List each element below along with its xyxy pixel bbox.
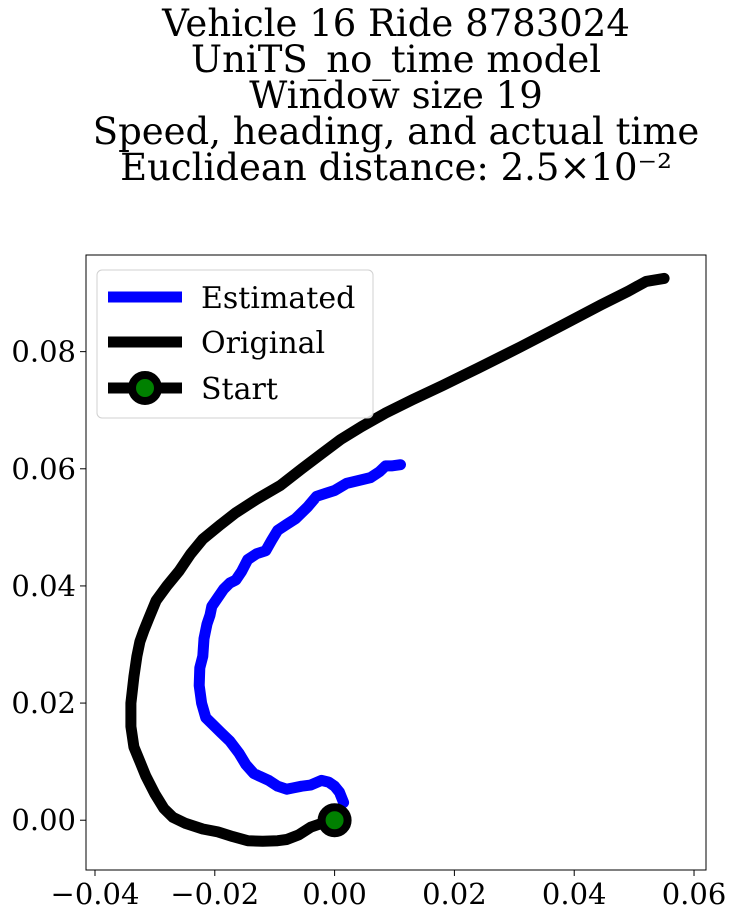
chart-title-line: Vehicle 16 Ride 8783024 (161, 2, 630, 45)
legend-label-estimated: Estimated (201, 281, 355, 316)
y-tick-label: 0.08 (11, 335, 76, 369)
y-tick-label: 0.04 (11, 569, 76, 603)
start-marker (317, 803, 352, 838)
chart-title-line: Euclidean distance: 2.5×10⁻² (120, 146, 672, 189)
chart-title-line: Speed, heading, and actual time (93, 110, 700, 153)
x-tick-label: 0.06 (662, 877, 727, 911)
series-layer (125, 272, 670, 847)
x-tick-label: −0.04 (51, 877, 140, 911)
series-line-estimated (193, 459, 406, 809)
x-axis: −0.04 −0.02 0.00 0.02 0.04 0.06 (51, 870, 727, 911)
legend-label-original: Original (201, 326, 325, 361)
legend: Estimated Original Start (96, 269, 374, 419)
x-tick-label: −0.02 (170, 877, 259, 911)
y-tick-label: 0.00 (11, 803, 76, 837)
legend-box (96, 269, 374, 419)
x-tick-label: 0.00 (302, 877, 367, 911)
y-axis: 0.00 0.02 0.04 0.06 0.08 (11, 335, 86, 837)
legend-start-marker (128, 371, 162, 405)
y-tick-label: 0.06 (11, 452, 76, 486)
chart-title-line: Window size 19 (249, 74, 543, 117)
x-tick-label: 0.04 (542, 877, 607, 911)
series-line-original (125, 272, 670, 847)
legend-label-start: Start (201, 372, 278, 407)
x-tick-label: 0.02 (422, 877, 487, 911)
plot-frame (85, 254, 707, 871)
y-tick-label: 0.02 (11, 686, 76, 720)
chart-title-line: UniTS_no_time model (191, 38, 601, 82)
